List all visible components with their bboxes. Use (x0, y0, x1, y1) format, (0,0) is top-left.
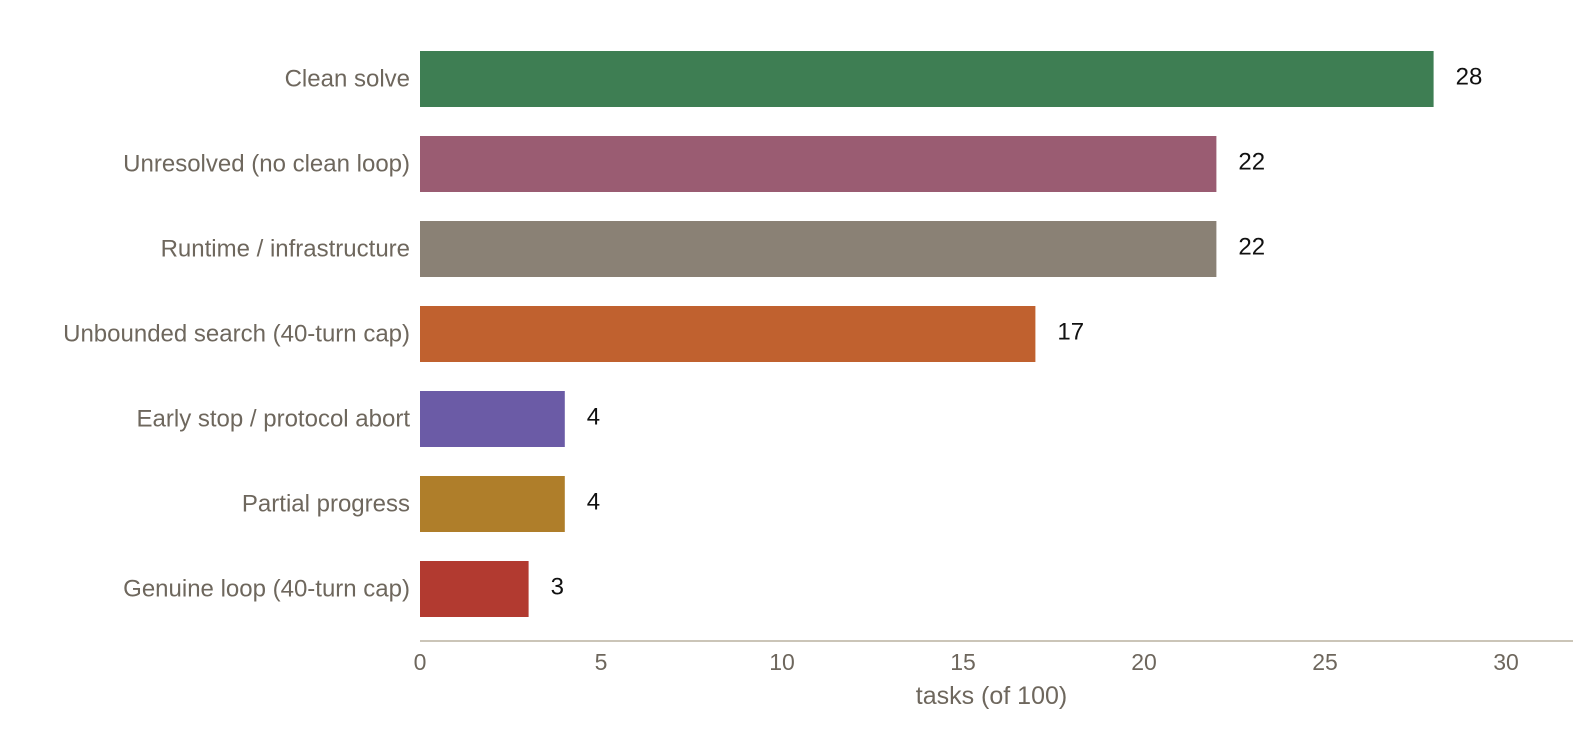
category-label-2: Unresolved (no clean loop) (123, 151, 410, 178)
value-label-3: 22 (1238, 234, 1265, 261)
value-label-7: 3 (551, 574, 564, 601)
bar-4 (420, 306, 1036, 362)
bar-5 (420, 391, 565, 447)
x-tick-label-25: 25 (1312, 649, 1338, 675)
value-label-4: 17 (1057, 319, 1084, 346)
bar-6 (420, 476, 565, 532)
value-label-5: 4 (587, 404, 600, 431)
category-label-6: Partial progress (242, 491, 410, 518)
category-label-7: Genuine loop (40-turn cap) (123, 576, 410, 603)
value-label-2: 22 (1238, 149, 1265, 176)
category-label-1: Clean solve (285, 66, 410, 93)
bar-3 (420, 221, 1217, 277)
bar-1 (420, 51, 1434, 107)
x-tick-labels-layer: 0 5 10 15 20 25 30 (414, 649, 1519, 675)
x-tick-label-30: 30 (1493, 649, 1519, 675)
category-labels-layer: Clean solve Unresolved (no clean loop) Run… (63, 66, 410, 603)
category-label-5: Early stop / protocol abort (137, 406, 411, 433)
x-tick-label-15: 15 (950, 649, 976, 675)
x-tick-label-0: 0 (414, 649, 427, 675)
value-labels-layer: 28 22 22 17 4 4 3 (551, 64, 1483, 601)
bar-2 (420, 136, 1217, 192)
bar-7 (420, 561, 529, 617)
x-axis-title: tasks (of 100) (916, 682, 1067, 710)
category-label-3: Runtime / infrastructure (161, 236, 410, 263)
x-tick-label-20: 20 (1131, 649, 1157, 675)
value-label-6: 4 (587, 489, 600, 516)
x-tick-label-10: 10 (769, 649, 795, 675)
category-label-4: Unbounded search (40-turn cap) (63, 321, 410, 348)
bars-layer (420, 51, 1434, 617)
x-tick-label-5: 5 (595, 649, 608, 675)
value-label-1: 28 (1456, 64, 1483, 91)
